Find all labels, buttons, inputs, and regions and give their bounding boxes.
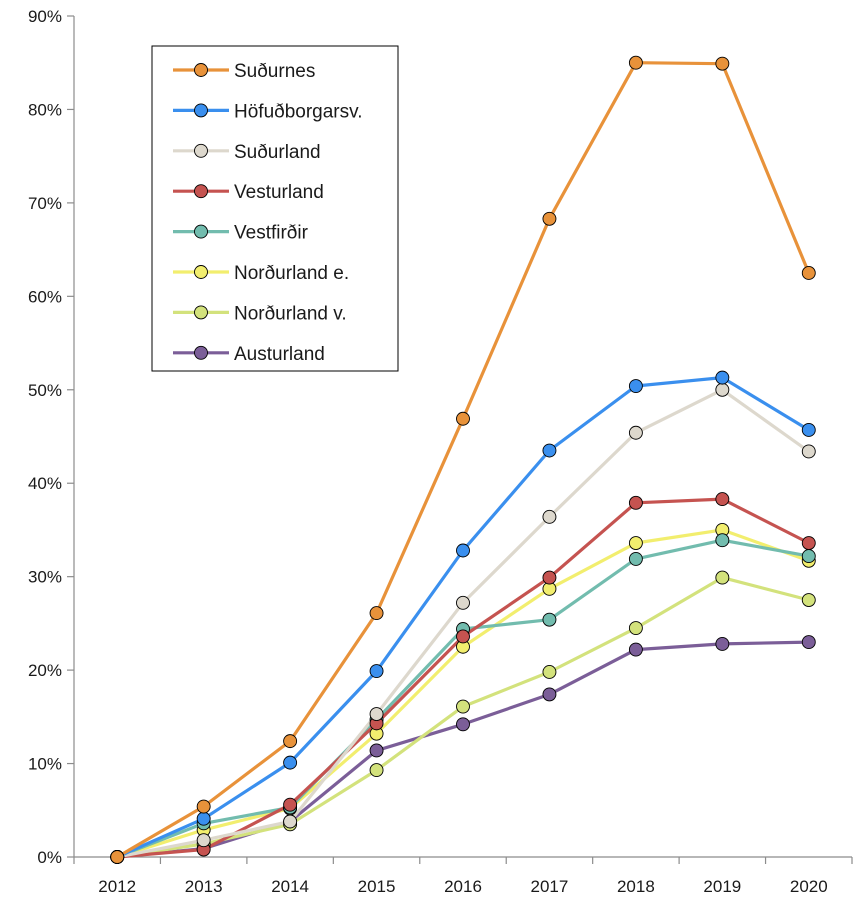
data-point bbox=[628, 551, 643, 566]
x-tick-label: 2018 bbox=[617, 877, 655, 896]
data-point bbox=[715, 570, 730, 585]
data-point bbox=[628, 642, 643, 657]
data-point bbox=[715, 382, 730, 397]
x-tick-label: 2019 bbox=[703, 877, 741, 896]
data-point bbox=[542, 509, 557, 524]
y-tick-label: 10% bbox=[28, 755, 62, 774]
data-point bbox=[196, 811, 211, 826]
legend-swatch-marker bbox=[194, 345, 208, 360]
legend-label: Austurland bbox=[234, 344, 325, 365]
data-point bbox=[542, 443, 557, 458]
y-tick-label: 20% bbox=[28, 661, 62, 680]
y-tick-label: 60% bbox=[28, 287, 62, 306]
data-point bbox=[628, 55, 643, 70]
data-point bbox=[628, 379, 643, 393]
x-tick-label: 2013 bbox=[185, 877, 223, 896]
data-point bbox=[801, 635, 816, 650]
legend-label: Suðurland bbox=[234, 142, 321, 163]
legend-swatch-marker bbox=[194, 184, 208, 199]
x-tick-label: 2012 bbox=[98, 877, 136, 896]
legend-swatch-marker bbox=[194, 305, 208, 320]
data-point bbox=[628, 425, 643, 440]
data-point bbox=[369, 707, 384, 721]
legend-swatch-marker bbox=[194, 265, 208, 279]
data-point bbox=[801, 444, 816, 459]
legend-label: Höfuðborgarsv. bbox=[234, 101, 363, 122]
data-point bbox=[715, 533, 730, 548]
series-line bbox=[116, 575, 810, 859]
data-point bbox=[369, 606, 384, 621]
data-point bbox=[542, 612, 557, 627]
x-tick-label: 2016 bbox=[444, 877, 482, 896]
data-point bbox=[456, 629, 470, 644]
data-point bbox=[801, 266, 816, 280]
data-point bbox=[715, 492, 730, 507]
data-point bbox=[715, 56, 730, 71]
y-tick-label: 90% bbox=[28, 7, 62, 26]
data-point bbox=[283, 755, 298, 770]
data-point bbox=[456, 717, 470, 732]
data-point bbox=[369, 743, 384, 758]
y-tick-label: 50% bbox=[28, 381, 62, 400]
legend-swatch-marker bbox=[194, 143, 208, 158]
data-point bbox=[456, 411, 470, 426]
data-point bbox=[801, 423, 816, 437]
data-point bbox=[542, 687, 557, 702]
series-line bbox=[116, 376, 810, 859]
data-point bbox=[283, 797, 298, 812]
data-point bbox=[801, 549, 816, 564]
data-point bbox=[628, 536, 643, 550]
data-point bbox=[456, 543, 470, 558]
data-point bbox=[801, 536, 816, 550]
series-lines bbox=[110, 55, 816, 864]
y-tick-label: 80% bbox=[28, 100, 62, 119]
legend-label: Norðurland e. bbox=[234, 263, 349, 284]
legend-swatch-marker bbox=[194, 103, 208, 118]
data-point bbox=[369, 664, 384, 678]
y-tick-label: 0% bbox=[37, 848, 62, 867]
data-point bbox=[196, 799, 211, 814]
data-point bbox=[542, 211, 557, 226]
data-point bbox=[542, 665, 557, 679]
legend: Suðurnes Höfuðborgarsv. Suðurland Vesturlan… bbox=[151, 45, 399, 372]
x-tick-label: 2020 bbox=[790, 877, 828, 896]
data-point bbox=[628, 621, 643, 636]
data-point bbox=[196, 833, 211, 848]
legend-label: Vestfirðir bbox=[234, 223, 309, 244]
legend-label: Suðurnes bbox=[234, 61, 315, 82]
y-tick-label: 70% bbox=[28, 194, 62, 213]
legend-swatch-marker bbox=[194, 63, 208, 77]
x-tick-label: 2017 bbox=[531, 877, 569, 896]
data-point bbox=[456, 699, 470, 714]
legend-box bbox=[151, 45, 399, 372]
data-point bbox=[542, 570, 557, 585]
legend-label: Vesturland bbox=[234, 182, 324, 203]
data-point bbox=[801, 593, 816, 607]
x-tick-label: 2015 bbox=[358, 877, 396, 896]
legend-label: Norðurland v. bbox=[234, 303, 347, 324]
data-point bbox=[283, 734, 298, 749]
x-tick-label: 2014 bbox=[271, 877, 309, 896]
data-point bbox=[628, 495, 643, 510]
axes: 0% 10% 20% 30% 40% 50% 60% 70% 80% 90% 2012 2013 201… bbox=[28, 7, 853, 896]
data-point bbox=[715, 636, 730, 651]
data-point bbox=[715, 370, 730, 385]
legend-swatch-marker bbox=[194, 224, 208, 239]
data-point bbox=[369, 763, 384, 778]
data-point bbox=[110, 850, 125, 864]
data-point bbox=[456, 595, 470, 610]
data-point bbox=[283, 814, 298, 829]
y-tick-label: 30% bbox=[28, 568, 62, 587]
y-tick-label: 40% bbox=[28, 474, 62, 493]
